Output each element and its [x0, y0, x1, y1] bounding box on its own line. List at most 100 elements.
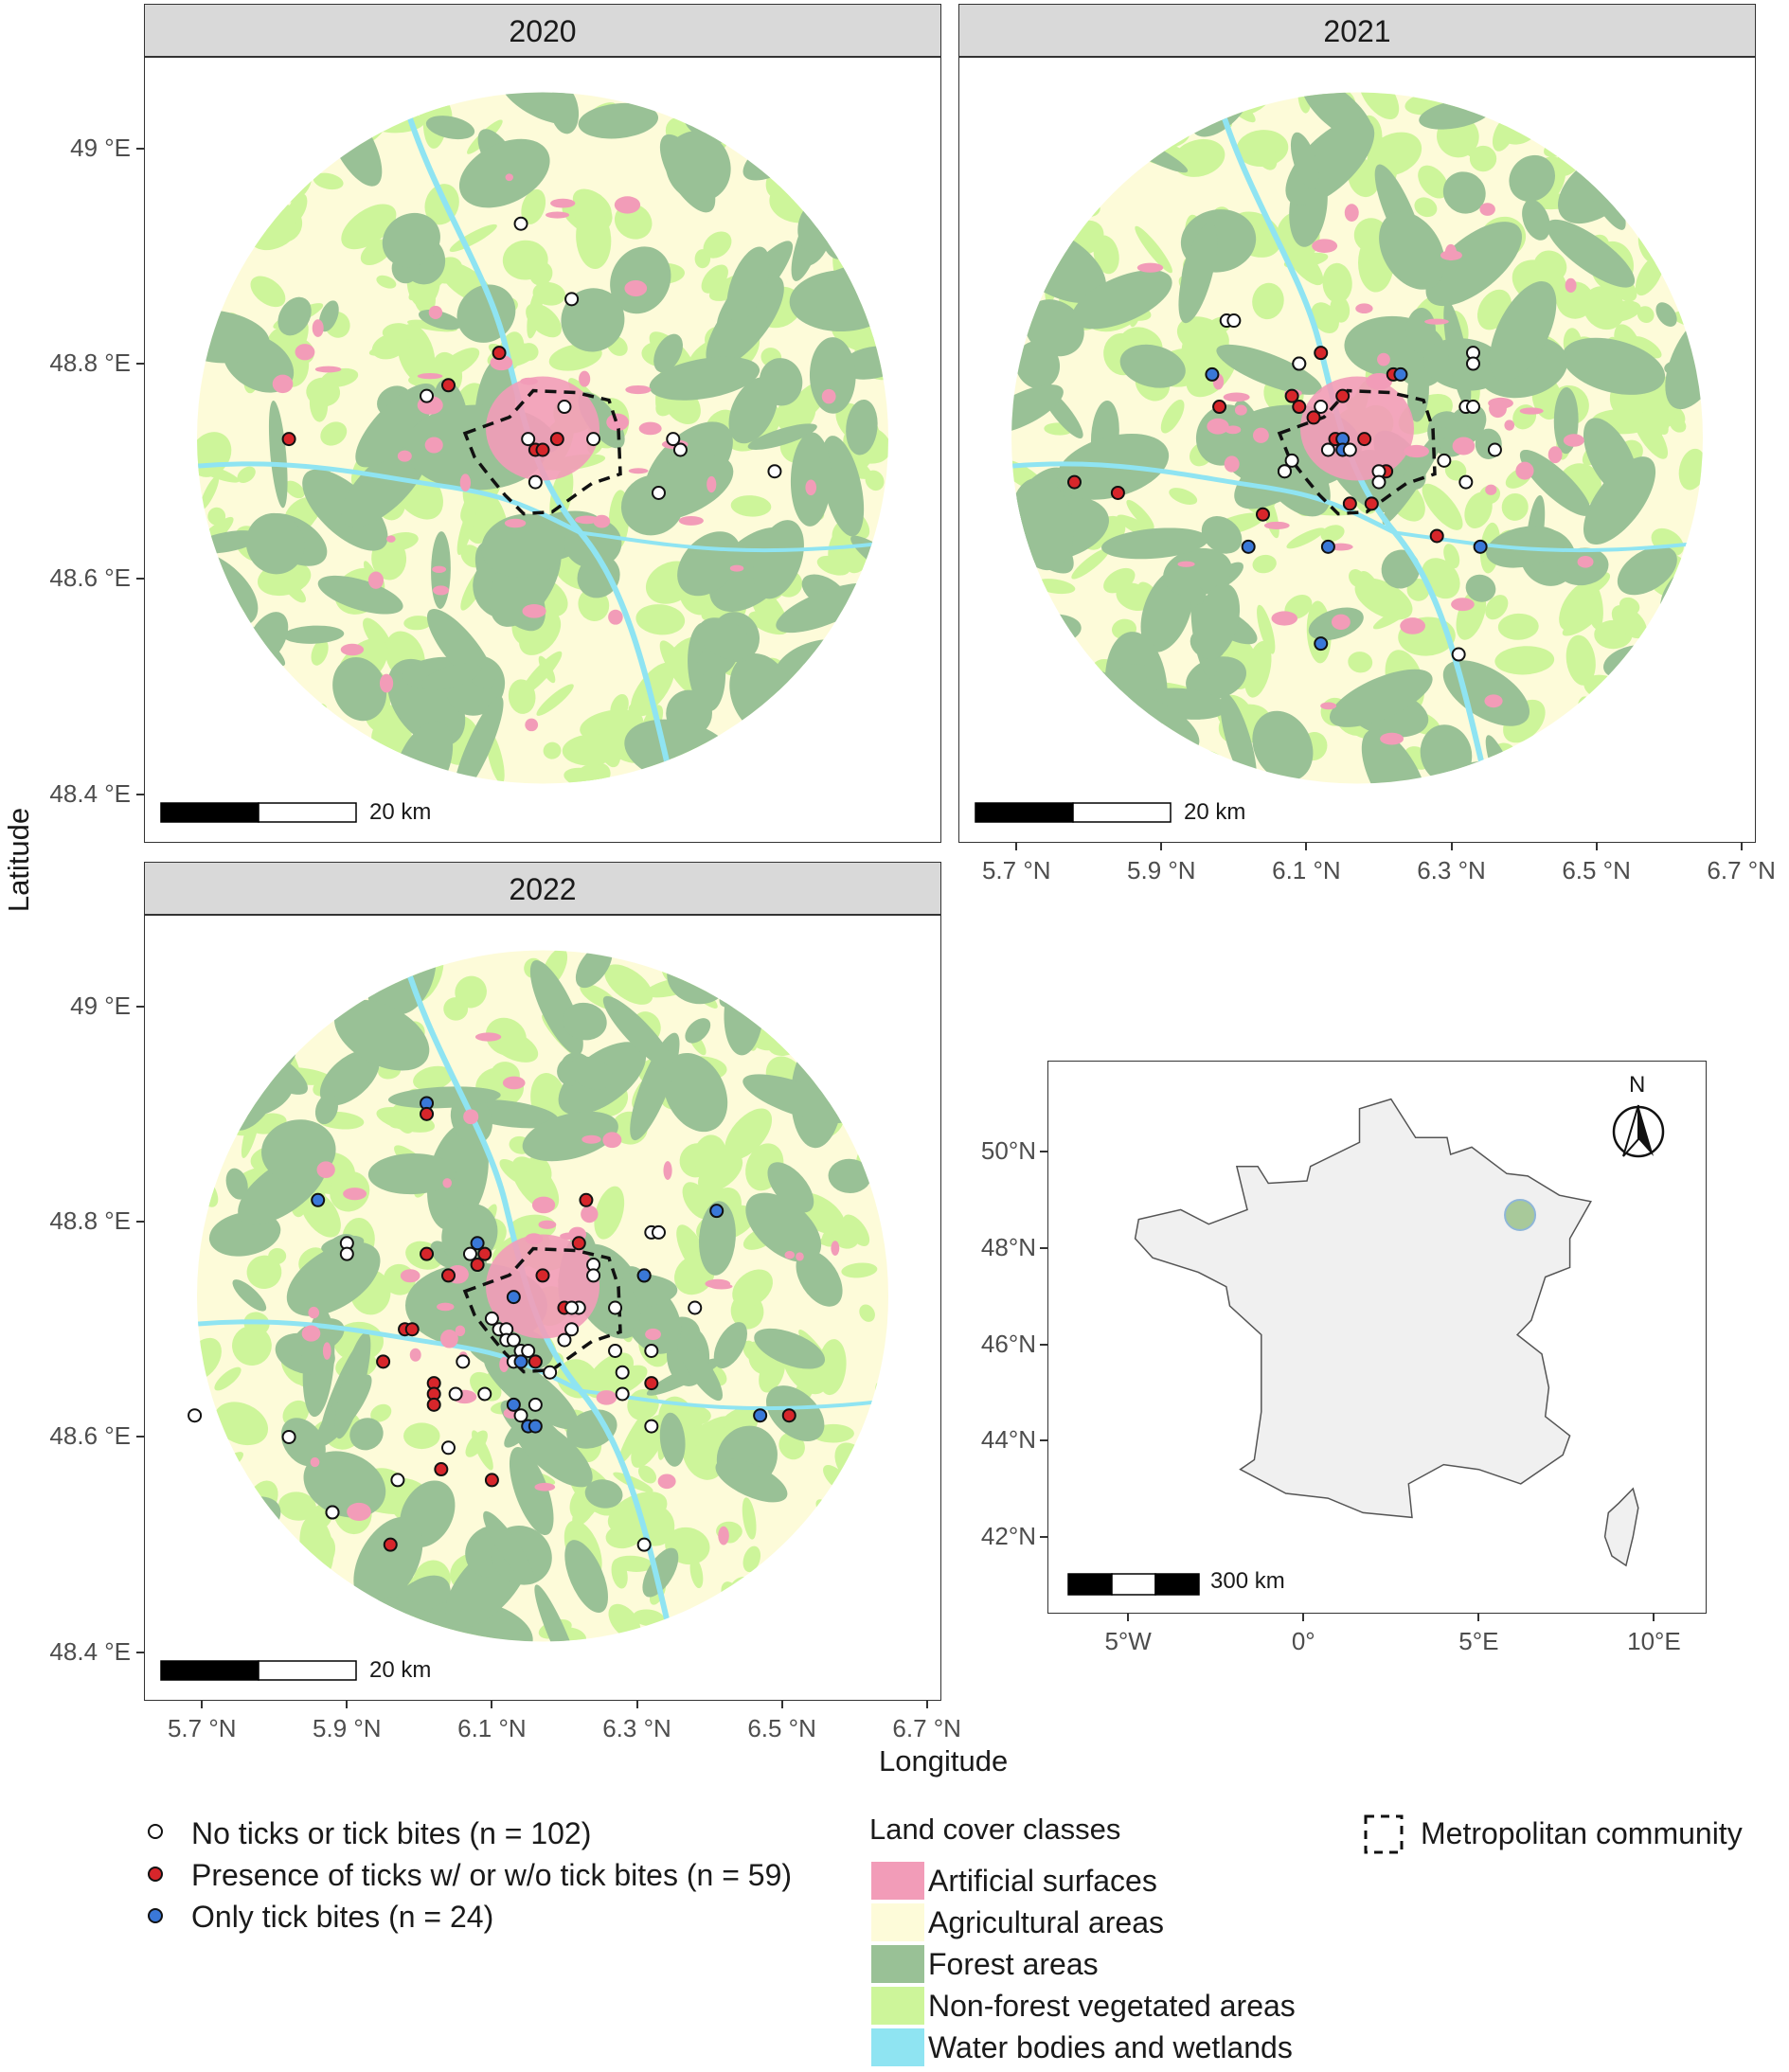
x-tick-label: 6.3 °N [1417, 856, 1486, 884]
legend-presence-label: Presence of ticks w/ or w/o tick bites (… [191, 1858, 793, 1892]
observation-point-presence [1306, 410, 1321, 425]
x-tick-label: 5.7 °N [167, 1714, 237, 1742]
observation-point-no-ticks [1371, 474, 1386, 490]
x-tick-label: 5.9 °N [313, 1714, 382, 1742]
swatch-forest [871, 1945, 924, 1983]
inset-x-tick-mark [1477, 1614, 1480, 1621]
observation-point-presence [549, 432, 564, 447]
observation-point-no-ticks [644, 1419, 659, 1434]
inset-y-tick-label: 42°N [980, 1521, 1036, 1550]
inset-y-tick-mark [1040, 1247, 1047, 1250]
y-tick-label: 48.6 °E [49, 1421, 131, 1451]
legend-only-bites-marker [148, 1908, 163, 1923]
observation-point-no-ticks [1437, 453, 1452, 468]
facet-strip-2021: 2021 [958, 4, 1756, 57]
observation-point-presence [1335, 388, 1351, 403]
x-tick-mark [780, 1701, 783, 1708]
observation-point-no-ticks [188, 1408, 203, 1423]
metro-legend-label: Metropolitan community [1421, 1816, 1743, 1850]
observation-point-no-ticks [521, 432, 536, 447]
observation-point-no-ticks [1451, 647, 1466, 662]
inset-x-tick-label: 0° [1291, 1627, 1315, 1655]
observation-point-no-ticks [1487, 442, 1502, 457]
observation-point-presence [1292, 400, 1307, 415]
x-tick-mark [1305, 843, 1308, 850]
x-tick-label: 6.1 °N [1272, 856, 1341, 884]
observation-point-presence [535, 1268, 550, 1283]
observation-point-no-ticks [528, 474, 543, 490]
observation-point-no-ticks [339, 1246, 354, 1261]
observation-point-presence [440, 1268, 456, 1283]
inset-x-tick-label: 5°E [1458, 1627, 1499, 1655]
observation-point-presence [1110, 485, 1125, 500]
inset-y-tick-label: 48°N [980, 1233, 1036, 1262]
observation-point-no-ticks [543, 1365, 558, 1380]
observation-point-no-ticks [484, 1311, 499, 1326]
x-tick-mark [346, 1701, 349, 1708]
y-tick-mark [136, 1005, 144, 1008]
y-tick-mark [136, 1221, 144, 1224]
corsica-outline [1603, 1487, 1639, 1567]
x-tick-mark [1740, 843, 1743, 850]
observation-point-no-ticks [390, 1473, 405, 1488]
observation-point-presence [376, 1354, 391, 1369]
observation-point-only-bites [506, 1397, 521, 1412]
observation-point-no-ticks [557, 1332, 572, 1348]
inset-y-tick-mark [1040, 1535, 1047, 1538]
inset-x-tick-label: 10°E [1627, 1627, 1681, 1655]
observation-point-no-ticks [557, 400, 572, 415]
observation-point-no-ticks [1292, 356, 1307, 371]
observation-point-only-bites [470, 1236, 485, 1251]
observation-point-presence [484, 1473, 499, 1488]
x-tick-label: 6.7 °N [1707, 856, 1776, 884]
observation-point-no-ticks [651, 485, 666, 500]
observation-point-no-ticks [1226, 313, 1242, 329]
north-arrow-icon [1612, 1104, 1665, 1158]
y-axis-title: Latitude [2, 807, 35, 913]
landcover-label-forest: Forest areas [928, 1947, 1099, 1981]
x-tick-mark [635, 1701, 638, 1708]
observation-point-presence [1314, 346, 1329, 361]
observation-point-no-ticks [506, 1332, 521, 1348]
observation-point-only-bites [1241, 539, 1256, 554]
observation-point-presence [404, 1322, 420, 1337]
y-tick-label: 48.4 °E [49, 778, 131, 808]
observation-point-no-ticks [462, 1246, 477, 1261]
y-tick-label: 48.6 °E [49, 563, 131, 593]
y-tick-label: 48.4 °E [49, 1636, 131, 1666]
observation-point-no-ticks [1342, 442, 1357, 457]
inset-y-tick-label: 50°N [980, 1136, 1036, 1166]
observation-point-presence [434, 1462, 449, 1477]
y-tick-mark [136, 1436, 144, 1438]
observation-point-no-ticks [688, 1300, 703, 1315]
observation-point-presence [1284, 388, 1299, 403]
observation-point-no-ticks [513, 216, 528, 231]
observation-point-no-ticks [767, 464, 782, 479]
x-tick-mark [925, 1701, 928, 1708]
x-tick-mark [201, 1701, 204, 1708]
observation-point-no-ticks [528, 1397, 543, 1412]
observation-point-presence [535, 442, 550, 457]
x-tick-mark [491, 1701, 493, 1708]
scale-bar [160, 802, 357, 823]
observation-point-no-ticks [1320, 442, 1335, 457]
observation-point-no-ticks [672, 442, 688, 457]
x-tick-label: 6.7 °N [892, 1714, 961, 1742]
observation-point-no-ticks [564, 1300, 580, 1315]
observation-point-presence [1255, 507, 1270, 522]
observation-point-no-ticks [586, 432, 601, 447]
observation-point-presence [1357, 432, 1372, 447]
x-tick-label: 6.5 °N [1562, 856, 1631, 884]
observation-point-no-ticks [615, 1365, 630, 1380]
metropolitan-boundary [1277, 388, 1437, 516]
landcover-label-agricultural: Agricultural areas [928, 1905, 1164, 1939]
swatch-water [871, 2028, 924, 2066]
observation-point-presence [440, 378, 456, 393]
scale-bar-label: 20 km [1184, 799, 1246, 825]
observation-point-no-ticks [448, 1386, 463, 1402]
observation-point-presence [579, 1192, 594, 1207]
scale-bar [160, 1660, 357, 1681]
map-canvas-2020 [160, 92, 888, 823]
france-outline [1134, 1098, 1592, 1519]
observation-point-no-ticks [1465, 356, 1480, 371]
